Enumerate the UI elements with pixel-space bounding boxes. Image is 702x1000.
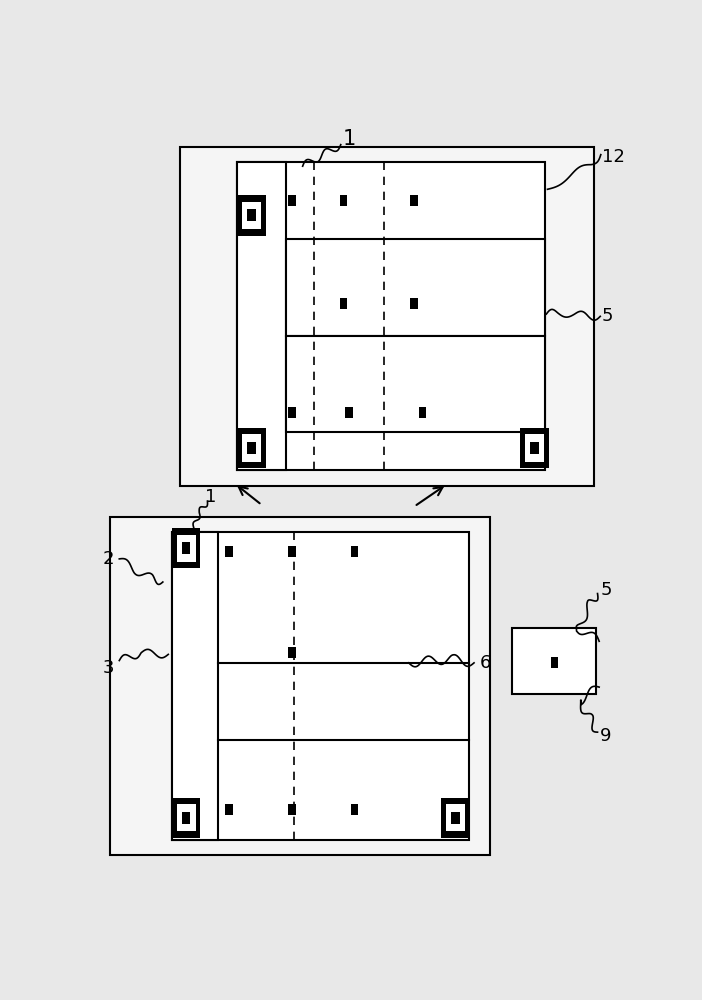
- Bar: [237, 428, 265, 468]
- Bar: [411, 195, 418, 206]
- Text: 6: 6: [479, 654, 491, 672]
- Bar: [286, 336, 545, 432]
- Bar: [345, 407, 352, 418]
- Bar: [182, 812, 190, 824]
- Bar: [288, 647, 296, 658]
- Bar: [237, 195, 265, 235]
- Bar: [350, 804, 358, 815]
- Text: 5: 5: [600, 581, 611, 599]
- Bar: [237, 162, 286, 470]
- Bar: [551, 657, 558, 668]
- Bar: [180, 147, 594, 486]
- Bar: [237, 162, 545, 470]
- Bar: [288, 407, 296, 418]
- Bar: [110, 517, 491, 855]
- Bar: [451, 812, 460, 824]
- Bar: [530, 442, 538, 454]
- Bar: [177, 535, 196, 562]
- Bar: [411, 298, 418, 309]
- Bar: [288, 195, 296, 206]
- Bar: [225, 804, 233, 815]
- Bar: [182, 542, 190, 554]
- Text: 2: 2: [103, 550, 114, 568]
- Bar: [418, 407, 426, 418]
- Bar: [340, 298, 347, 309]
- Bar: [172, 798, 200, 838]
- Bar: [446, 804, 465, 831]
- Bar: [525, 434, 544, 462]
- Bar: [288, 804, 296, 815]
- Bar: [350, 546, 358, 557]
- Bar: [247, 209, 256, 221]
- Bar: [242, 434, 261, 462]
- Bar: [442, 798, 470, 838]
- Text: 1: 1: [343, 129, 355, 149]
- Bar: [512, 628, 597, 694]
- Bar: [177, 804, 196, 831]
- Text: 9: 9: [600, 727, 611, 745]
- Bar: [225, 546, 233, 557]
- Bar: [172, 532, 469, 840]
- Bar: [242, 202, 261, 229]
- Bar: [520, 428, 548, 468]
- Bar: [286, 239, 545, 336]
- Bar: [288, 546, 296, 557]
- Text: 3: 3: [103, 659, 114, 677]
- Bar: [340, 195, 347, 206]
- Bar: [247, 442, 256, 454]
- Bar: [172, 528, 200, 568]
- Text: 12: 12: [602, 148, 625, 166]
- Text: 1: 1: [205, 488, 216, 506]
- Text: 5: 5: [602, 307, 614, 325]
- Bar: [172, 532, 218, 840]
